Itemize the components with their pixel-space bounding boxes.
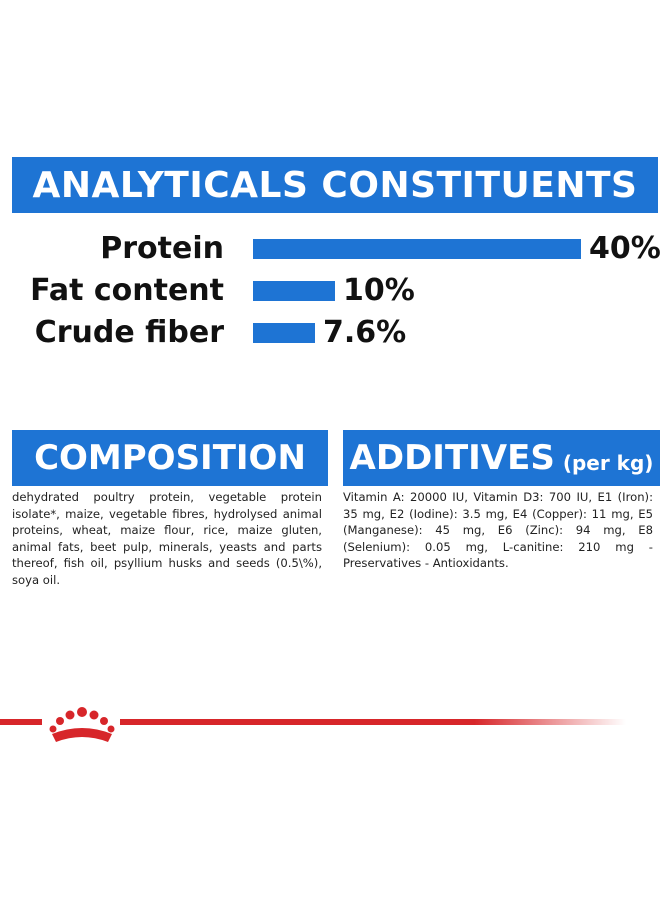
analytics-row-label: Protein <box>100 231 224 266</box>
analytics-header: ANALYTICALS CONSTITUENTS <box>12 157 658 213</box>
royal-crown-icon <box>49 707 115 742</box>
analytics-row-label: Crude fiber <box>34 315 224 350</box>
additives-header: ADDITIVES (per kg) <box>343 430 660 486</box>
additives-subtitle: (per kg) <box>562 451 654 475</box>
footer-red-line-right <box>120 719 626 725</box>
analytics-row-value: 40% <box>589 231 660 266</box>
analytics-bar <box>253 323 315 343</box>
analytics-bar <box>253 239 581 259</box>
analytics-row: Protein 40% <box>0 229 660 269</box>
analytics-row-value: 7.6% <box>323 315 407 350</box>
analytics-bar <box>253 281 335 301</box>
composition-title: COMPOSITION <box>34 438 306 478</box>
analytics-row-label: Fat content <box>30 273 224 308</box>
analytics-row: Crude fiber 7.6% <box>0 313 660 353</box>
additives-title: ADDITIVES <box>349 438 555 478</box>
analytics-row: Fat content 10% <box>0 271 660 311</box>
additives-text: Vitamin A: 20000 IU, Vitamin D3: 700 IU,… <box>343 490 653 571</box>
footer-red-line-left <box>0 719 42 725</box>
analytics-row-value: 10% <box>343 273 415 308</box>
composition-text: dehydrated poultry protein, vegetable pr… <box>12 490 322 587</box>
composition-header: COMPOSITION <box>12 430 328 486</box>
analytics-title: ANALYTICALS CONSTITUENTS <box>32 164 638 206</box>
